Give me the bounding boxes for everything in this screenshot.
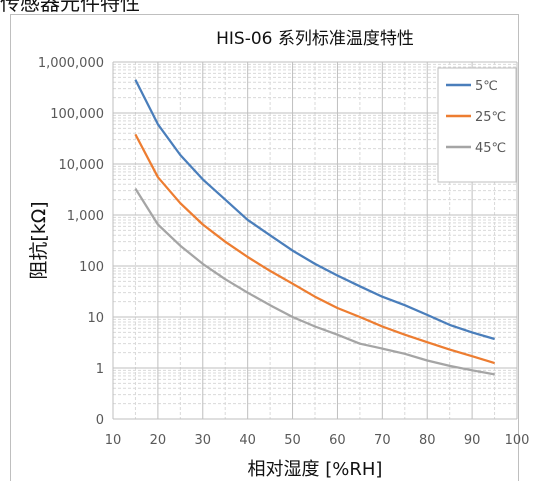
y-tick-label: 1,000,000 — [38, 56, 104, 71]
x-tick-label: 100 — [505, 433, 530, 448]
x-axis-label: 相对湿度 [%RH] — [248, 459, 383, 480]
page-header: 传感器元件特性 — [0, 0, 140, 15]
x-tick-label: 40 — [239, 433, 256, 448]
y-tick-label: 10,000 — [59, 158, 105, 173]
chart-title: HIS-06 系列标准温度特性 — [216, 29, 414, 49]
legend-box — [437, 67, 517, 183]
x-tick-label: 20 — [150, 433, 167, 448]
y-tick-label: 100 — [79, 260, 104, 275]
legend-label: 25℃ — [475, 110, 506, 125]
y-tick-label: 1,000 — [67, 209, 104, 224]
y-tick-label: 1 — [96, 362, 104, 377]
series-line — [134, 133, 495, 365]
y-tick-label: 0 — [96, 413, 104, 428]
y-axis-label: 阻抗[kΩ] — [28, 201, 50, 279]
x-tick-label: 30 — [195, 433, 212, 448]
y-tick-label: 100,000 — [50, 107, 104, 122]
series-line — [134, 79, 495, 341]
x-tick-label: 60 — [329, 433, 346, 448]
x-tick-label: 50 — [284, 433, 301, 448]
series-line — [134, 188, 495, 376]
x-tick-label: 90 — [464, 433, 481, 448]
x-tick-label: 10 — [105, 433, 122, 448]
x-tick-label: 80 — [419, 433, 436, 448]
y-tick-label: 10 — [87, 311, 104, 326]
legend-label: 5℃ — [475, 79, 498, 94]
legend-label: 45℃ — [475, 141, 506, 156]
x-tick-label: 70 — [374, 433, 391, 448]
